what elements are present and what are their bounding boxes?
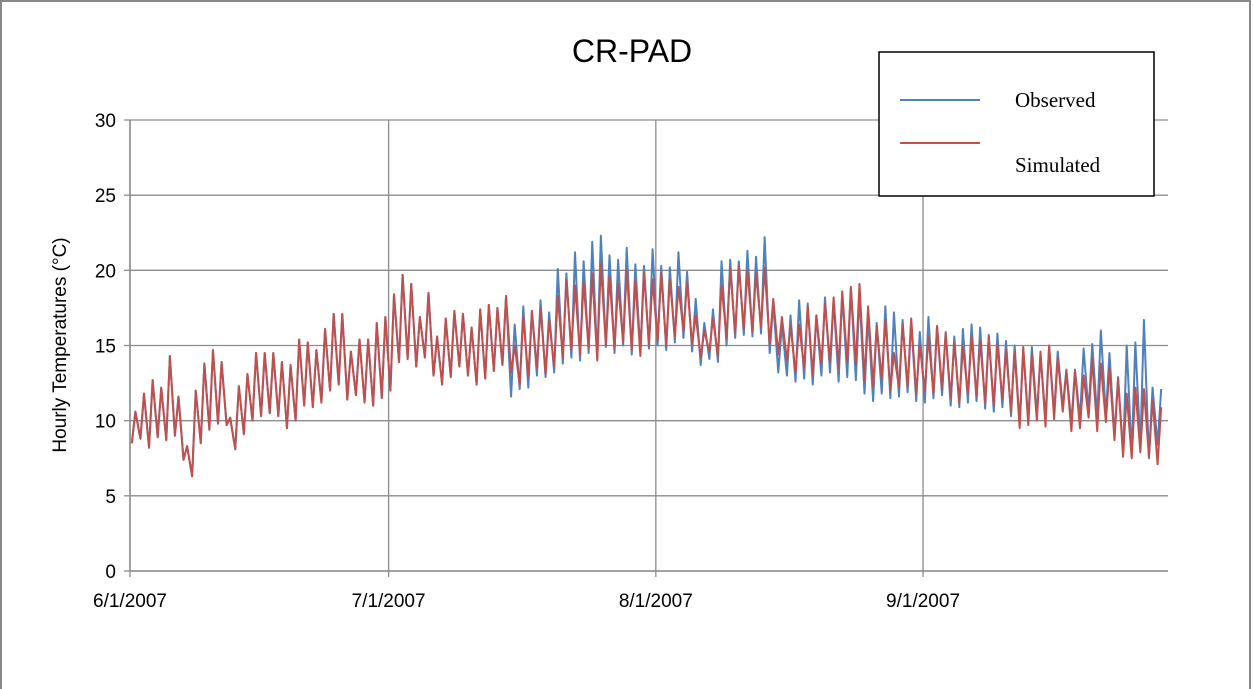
- y-tick-label: 15: [95, 337, 116, 358]
- legend-label: Simulated: [1015, 153, 1101, 177]
- x-tick-label: 9/1/2007: [886, 591, 960, 612]
- y-tick-label: 20: [95, 261, 116, 282]
- legend-items: Observed Simulated: [900, 88, 1101, 177]
- y-tick-label: 25: [95, 186, 116, 207]
- x-tick-label: 7/1/2007: [352, 591, 426, 612]
- y-tick-label: 30: [95, 111, 116, 132]
- y-tick-label: 5: [105, 487, 116, 508]
- legend-label: Observed: [1015, 88, 1096, 112]
- chart-title: CR-PAD: [572, 33, 692, 69]
- y-axis-label: Hourly Temperatures (°C): [50, 237, 71, 452]
- x-tick-label: 8/1/2007: [619, 591, 693, 612]
- x-tick-label: 6/1/2007: [93, 591, 167, 612]
- y-tick-label: 0: [105, 562, 116, 583]
- series-line: [130, 263, 1163, 478]
- y-tick-label: 10: [95, 412, 116, 433]
- legend-box: [878, 51, 1155, 197]
